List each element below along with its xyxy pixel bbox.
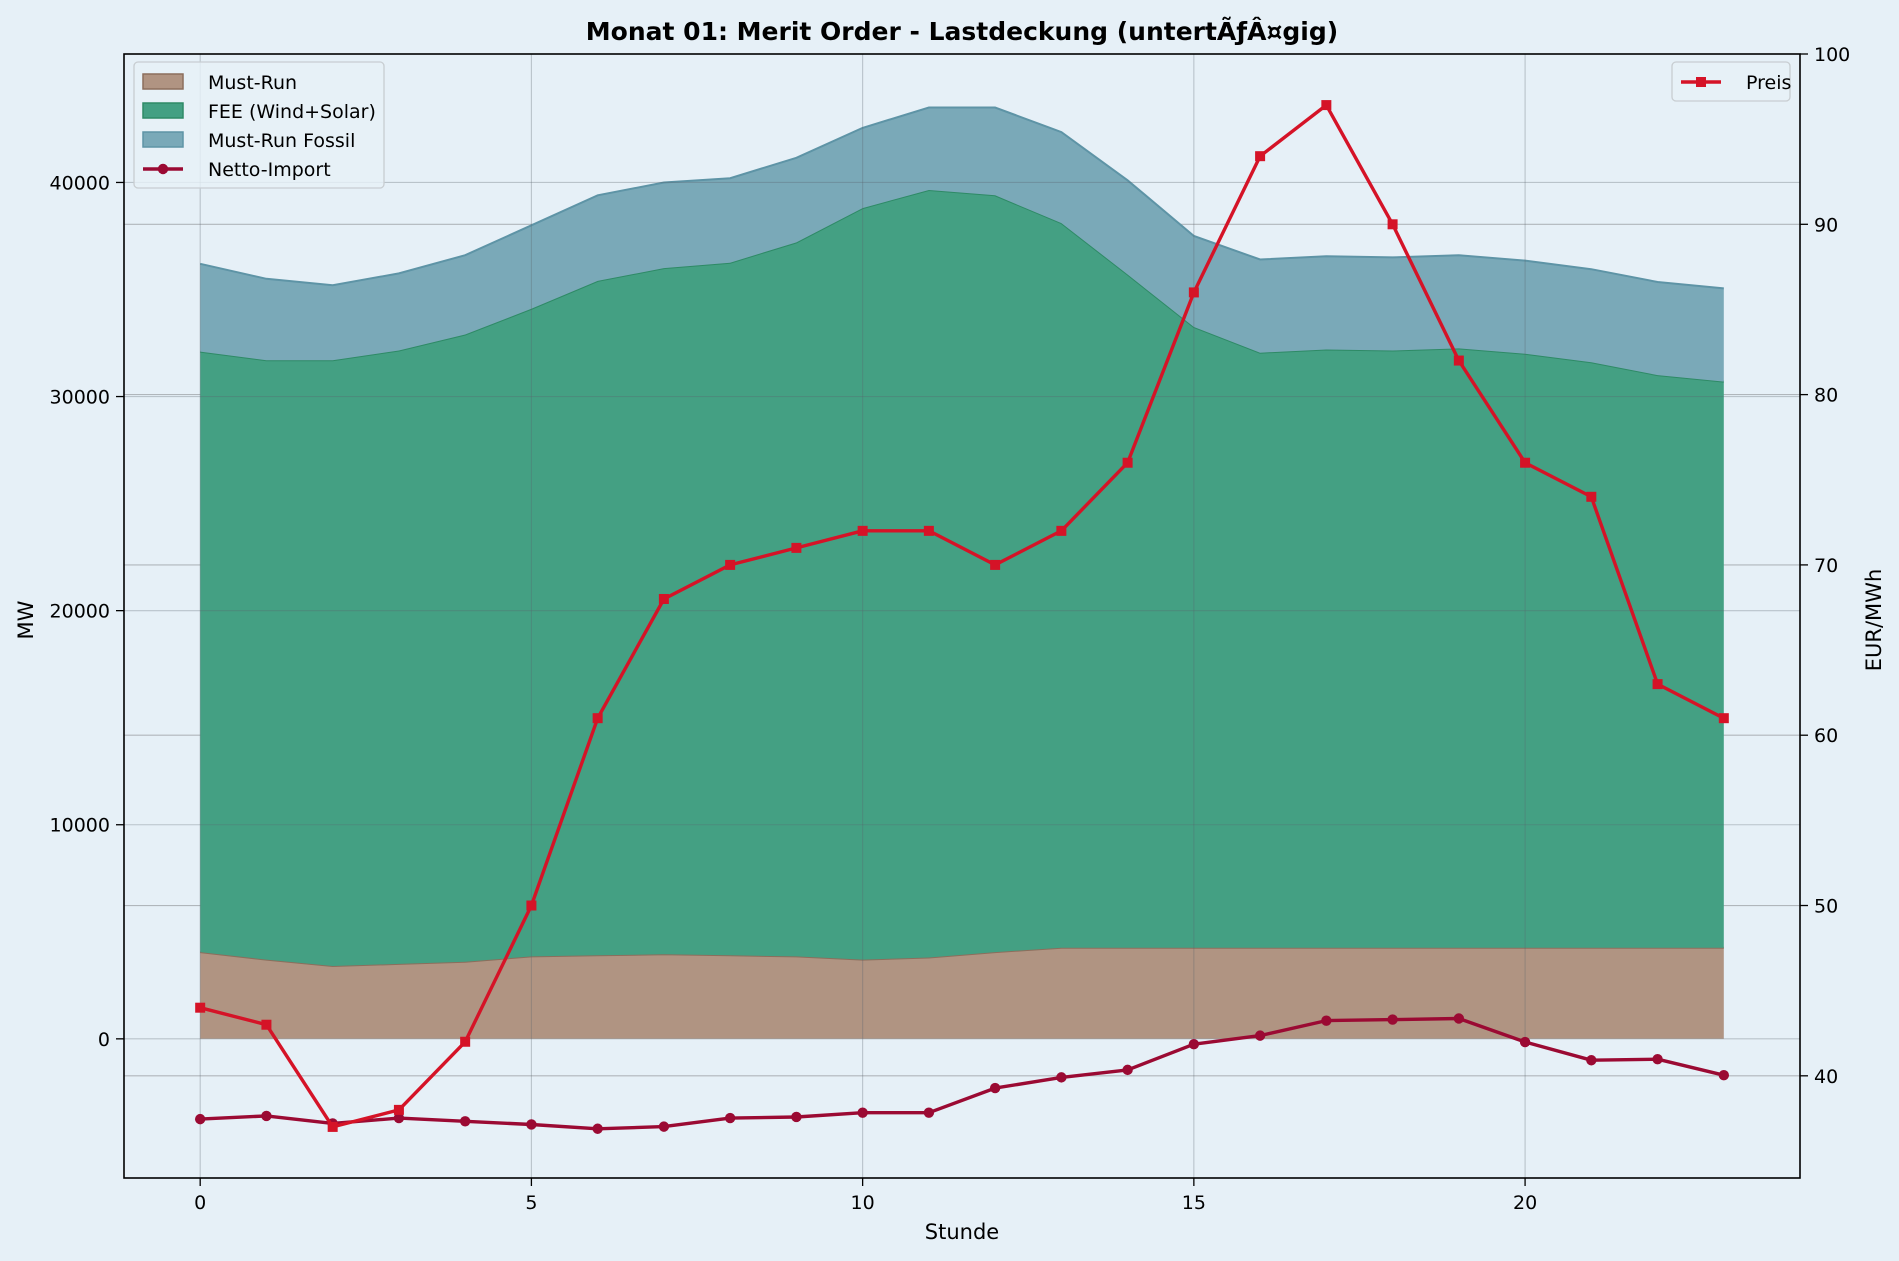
y-left-tick-label-20000: 20000 <box>50 601 110 623</box>
chart-title: Monat 01: Merit Order - Lastdeckung (unt… <box>586 17 1338 46</box>
line-preis <box>199 103 1725 1129</box>
point-preis-18 <box>1387 219 1398 230</box>
y-left-tick-label-0: 0 <box>98 1029 110 1051</box>
y-right-tick-label-50: 50 <box>1814 896 1838 918</box>
point-netto-import-13 <box>1056 1072 1067 1083</box>
point-preis-12 <box>990 559 1001 570</box>
point-preis-2 <box>327 1121 338 1132</box>
point-preis-7 <box>658 593 669 604</box>
point-preis-0 <box>195 1002 206 1013</box>
point-netto-import-18 <box>1387 1014 1398 1025</box>
x-tick-label-5: 5 <box>525 1192 537 1214</box>
x-tick-label-10: 10 <box>851 1192 875 1214</box>
point-netto-import-14 <box>1122 1064 1133 1076</box>
point-netto-import-19 <box>1453 1013 1465 1024</box>
legend-label-fee-wind-solar-: FEE (Wind+Solar) <box>208 101 376 123</box>
point-preis-19 <box>1453 355 1464 366</box>
legend-marker-preis <box>1696 77 1706 87</box>
point-preis-20 <box>1520 457 1531 468</box>
y-axis-label-left: MW <box>14 600 38 639</box>
point-netto-import-8 <box>724 1112 736 1124</box>
y-right-tick-label-100: 100 <box>1814 44 1850 66</box>
point-netto-import-23 <box>1718 1070 1730 1081</box>
y-right-tick-label-80: 80 <box>1814 385 1838 407</box>
point-preis-21 <box>1586 491 1597 502</box>
y-left-tick-label-10000: 10000 <box>50 815 110 837</box>
point-netto-import-0 <box>194 1113 206 1125</box>
y-right-tick-label-60: 60 <box>1814 725 1838 747</box>
point-preis-5 <box>526 900 537 911</box>
point-preis-8 <box>725 559 736 570</box>
point-netto-import-9 <box>791 1111 802 1123</box>
x-tick-label-0: 0 <box>194 1192 206 1214</box>
point-netto-import-3 <box>393 1112 405 1124</box>
x-axis-label: Stunde <box>925 1220 999 1244</box>
point-preis-17 <box>1321 100 1332 111</box>
point-netto-import-22 <box>1652 1053 1663 1065</box>
point-netto-import-1 <box>261 1110 272 1122</box>
point-netto-import-5 <box>526 1119 537 1130</box>
plot-frame <box>123 53 1801 1179</box>
point-netto-import-15 <box>1188 1038 1200 1050</box>
point-netto-import-21 <box>1586 1055 1597 1066</box>
legend-right: Preis <box>1671 61 1791 102</box>
line-netto-import <box>200 1016 1725 1131</box>
point-preis-23 <box>1718 713 1729 724</box>
point-netto-import-7 <box>658 1121 670 1132</box>
point-netto-import-20 <box>1519 1036 1531 1048</box>
y-right-tick-label-70: 70 <box>1814 555 1838 577</box>
point-preis-3 <box>393 1104 404 1115</box>
legend-label-must-run: Must-Run <box>208 72 297 94</box>
legend-label-preis: Preis <box>1746 72 1791 94</box>
point-netto-import-17 <box>1321 1015 1332 1026</box>
point-preis-22 <box>1652 679 1663 690</box>
legend-swatch-fee-wind-solar- <box>142 102 184 119</box>
area-must-run <box>200 947 1724 1039</box>
legend-left: Must-Run FEE (Wind+Solar) Must-Run Fossil N… <box>133 61 385 189</box>
point-preis-10 <box>857 525 868 536</box>
point-preis-6 <box>592 713 603 724</box>
y-right-tick-label-90: 90 <box>1814 214 1838 236</box>
legend-left-box <box>133 61 385 189</box>
point-netto-import-4 <box>459 1116 471 1127</box>
legend-marker-netto-import <box>157 163 169 175</box>
point-netto-import-10 <box>857 1107 868 1118</box>
point-netto-import-16 <box>1254 1030 1266 1041</box>
point-preis-14 <box>1122 457 1133 468</box>
point-netto-import-6 <box>592 1123 603 1134</box>
legend-swatch-must-run <box>142 73 184 90</box>
point-preis-16 <box>1255 151 1266 162</box>
point-netto-import-11 <box>923 1107 935 1118</box>
y-left-tick-label-40000: 40000 <box>50 172 110 194</box>
area-fee-wind-solar- <box>200 190 1724 966</box>
point-preis-9 <box>791 542 802 553</box>
y-left-tick-label-30000: 30000 <box>50 387 110 409</box>
point-preis-1 <box>261 1019 272 1030</box>
point-preis-13 <box>1056 525 1067 536</box>
y-right-tick-label-40: 40 <box>1814 1066 1838 1088</box>
point-preis-15 <box>1188 287 1199 298</box>
area-must-run-fossil <box>200 107 1724 382</box>
y-axis-label-right: EUR/MWh <box>1862 569 1886 672</box>
x-tick-label-20: 20 <box>1513 1192 1537 1214</box>
point-netto-import-12 <box>989 1082 1001 1094</box>
legend-swatch-must-run-fossil <box>142 131 184 148</box>
point-preis-4 <box>460 1036 471 1047</box>
point-preis-11 <box>923 525 934 536</box>
area-edge-2 <box>199 106 1724 290</box>
legend-right-box <box>1671 61 1791 102</box>
legend-label-netto-import: Netto-Import <box>208 159 331 181</box>
legend-label-must-run-fossil: Must-Run Fossil <box>208 130 355 152</box>
x-tick-label-15: 15 <box>1182 1192 1206 1214</box>
